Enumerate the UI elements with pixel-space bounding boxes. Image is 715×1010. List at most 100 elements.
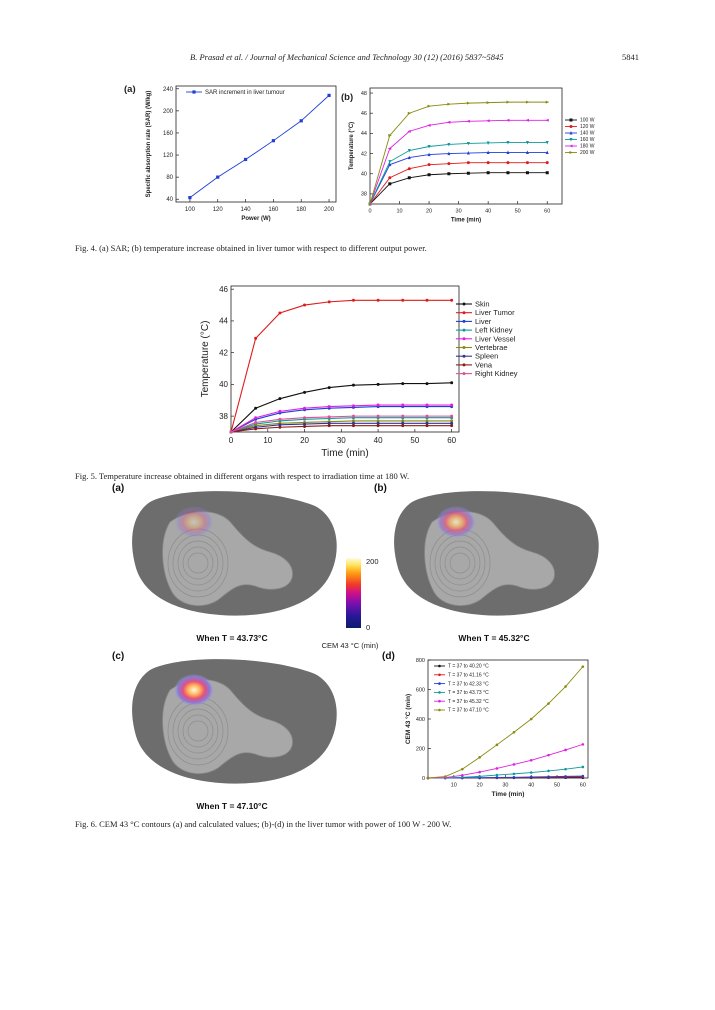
series-line [369,101,548,205]
x-tick-label: 40 [528,783,534,789]
data-point [278,425,282,429]
data-point [425,414,429,418]
data-point [376,382,380,386]
data-point [254,416,258,420]
y-tick-label: 44 [361,131,367,137]
data-point [327,405,331,409]
data-point [376,414,380,418]
data-point [376,403,380,407]
panel-caption: When T = 43.73°C [196,633,267,643]
y-tick-label: 38 [219,412,228,421]
liver-contour [444,546,476,580]
data-point [426,776,430,780]
data-point [506,161,510,165]
x-tick-label: 50 [554,783,560,789]
data-point [376,298,380,302]
x-tick-label: 50 [515,209,521,215]
data-point [351,419,355,423]
y-tick-label: 0 [422,776,425,782]
data-point [512,763,516,766]
legend-marker [462,302,466,306]
panel-caption: When T = 45.32°C [458,633,529,643]
data-point [401,419,405,423]
data-point [564,767,567,771]
legend-marker [462,311,466,315]
legend-marker [462,337,466,341]
data-point [450,381,454,385]
legend-label: 100 W [580,118,595,124]
data-point [303,303,307,307]
x-tick-label: 60 [447,436,456,445]
x-tick-label: 40 [374,436,383,445]
cem-contour-panel: (b) When T = 45.32°C [374,483,599,643]
fig4a-label: (a) [124,84,136,95]
y-tick-label: 200 [163,109,174,115]
series-line [369,152,548,205]
data-point [512,730,516,734]
data-point [545,118,549,122]
y-tick-label: 160 [163,131,174,137]
data-point [506,171,510,175]
series-line [369,119,548,205]
legend-marker [438,699,441,703]
data-point [447,142,451,147]
plot-frame [369,87,563,205]
y-tick-label: 42 [361,151,367,157]
series-line [189,95,330,198]
fig4a-chart: 100 120 140 160 180 200 40 80 120 160 200 240 Power … [146,85,337,222]
data-point [407,167,411,171]
legend-label: T = 37 to 43.73 °C [448,690,489,696]
data-point [351,421,355,425]
legend-marker [462,363,466,367]
data-point [545,171,549,175]
data-point [547,775,550,778]
legend-label: T = 37 to 40.20 °C [448,664,489,670]
data-point [450,403,454,407]
data-point [450,414,454,418]
data-point [466,161,470,165]
data-point [303,424,307,428]
data-point [188,195,192,200]
y-tick-label: 240 [163,87,174,93]
series-line [230,425,452,433]
data-point [351,298,355,302]
y-tick-label: 80 [166,175,173,181]
y-tick-label: 40 [166,197,173,203]
legend-marker [462,319,466,323]
data-point [401,421,405,425]
fig5-chart: 0 10 20 30 40 50 60 38 40 42 44 46 Time (min) Tempera… [200,285,518,458]
data-point [447,162,451,166]
fig4b-chart: 0 10 20 30 40 50 60 38 40 42 44 46 48 Time (min) Tempe… [349,87,595,224]
data-point [466,119,470,123]
data-point [401,403,405,407]
data-point [425,424,429,428]
data-point [529,771,533,774]
data-point [486,101,491,105]
series-line [230,382,452,433]
liver-contour [182,546,214,580]
data-point [278,417,282,421]
data-point [407,129,411,133]
legend-label: SAR increment in liver tumour [205,90,285,96]
legend-label: Skin [475,300,490,309]
data-point [450,424,454,428]
data-point [461,767,464,771]
x-tick-label: 60 [544,209,550,215]
data-point [425,419,429,423]
panel-caption: When T = 47.10°C [196,801,267,811]
series-line [369,162,548,205]
data-point [466,151,470,155]
data-point [427,104,432,108]
data-point [216,175,220,179]
page-header: B. Prasad et al. / Journal of Mechanical… [0,52,715,66]
data-point [407,149,411,153]
plot-frame [175,85,337,203]
liver-contour [449,552,471,574]
data-point [376,419,380,423]
legend-label: Spleen [475,352,498,361]
data-point [525,171,529,175]
data-point [243,157,248,162]
data-point [478,770,481,774]
data-point [351,404,355,408]
legend-marker [462,346,466,349]
